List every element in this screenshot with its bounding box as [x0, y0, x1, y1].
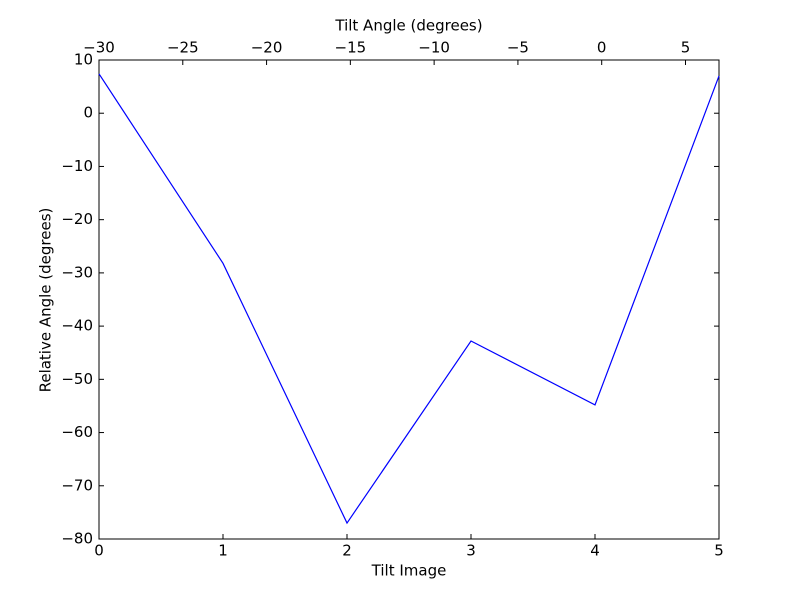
y-tick-label: −50 [61, 370, 93, 388]
y-axis-label: Relative Angle (degrees) [37, 208, 55, 393]
y-tick-label: −30 [61, 263, 93, 281]
y-tick-label: −80 [61, 530, 93, 548]
x2-tick-label: −10 [418, 39, 450, 57]
x2-tick-label: −30 [83, 39, 115, 57]
x-tick-label: 1 [218, 542, 228, 560]
x-tick-label: 5 [714, 542, 724, 560]
x-tick-label: 0 [94, 542, 104, 560]
y-tick-label: −20 [61, 210, 93, 228]
x-axis-label: Tilt Image [371, 562, 447, 580]
x-tick-label: 2 [342, 542, 352, 560]
y-tick-label: 10 [74, 51, 93, 69]
y-tick-label: −60 [61, 423, 93, 441]
x2-tick-label: 5 [681, 39, 691, 57]
x-tick-label: 3 [466, 542, 476, 560]
x2-tick-label: 0 [597, 39, 607, 57]
y-tick-label: −40 [61, 317, 93, 335]
x2-tick-label: −15 [335, 39, 367, 57]
x2-tick-label: −20 [251, 39, 283, 57]
plot-frame [98, 59, 720, 540]
x2-tick-label: −25 [167, 39, 199, 57]
y-tick-label: −10 [61, 157, 93, 175]
x2-tick-label: −5 [507, 39, 529, 57]
data-line [98, 73, 720, 525]
x2-axis-label: Tilt Angle (degrees) [334, 17, 482, 35]
y-tick-label: −70 [61, 476, 93, 494]
x-tick-label: 4 [590, 542, 600, 560]
y-tick-label: 0 [83, 104, 93, 122]
